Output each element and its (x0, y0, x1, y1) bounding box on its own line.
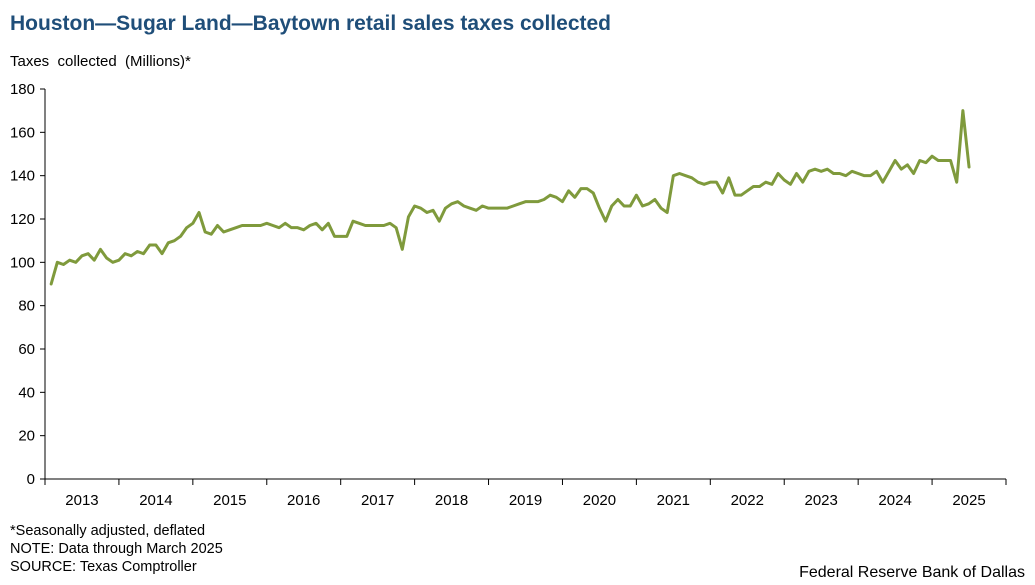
x-tick-label: 2015 (213, 492, 246, 509)
y-tick-label: 60 (18, 341, 35, 358)
y-tick-label: 0 (27, 471, 35, 488)
footnote-data-through: NOTE: Data through March 2025 (10, 541, 223, 557)
chart-series (49, 109, 971, 286)
x-tick-label: 2013 (65, 492, 98, 509)
footnote-seasonal: *Seasonally adjusted, deflated (10, 523, 206, 539)
y-tick-label: 80 (18, 298, 35, 315)
y-axis-ticks: 0 20 40 60 80 100 120 140 160 180 (10, 81, 45, 488)
y-axis-label: Taxes collected (Millions)* (10, 53, 191, 70)
y-tick-label: 140 (10, 168, 35, 185)
x-tick-label: 2023 (805, 492, 838, 509)
chart-notes: *Seasonally adjusted, deflated NOTE: Dat… (10, 522, 223, 576)
chart-axes (44, 89, 1006, 480)
x-tick-label: 2024 (878, 492, 911, 509)
x-tick-label: 2016 (287, 492, 320, 509)
y-tick-label: 120 (10, 211, 35, 228)
x-tick-label: 2025 (952, 492, 985, 509)
y-tick-label: 40 (18, 384, 35, 401)
x-axis-ticks: 2013 2014 2015 2016 2017 2018 2019 2020 2021 2022… (44, 479, 1007, 509)
chart-title: Houston—Sugar Land—Baytown retail sales … (10, 12, 611, 35)
publisher-credit: Federal Reserve Bank of Dallas (799, 564, 1025, 581)
x-tick-label: 2021 (657, 492, 690, 509)
y-tick-label: 180 (10, 81, 35, 98)
x-tick-label: 2014 (139, 492, 172, 509)
series-line (49, 109, 971, 286)
x-tick-label: 2017 (361, 492, 394, 509)
footnote-source: SOURCE: Texas Comptroller (10, 559, 197, 575)
y-tick-label: 20 (18, 428, 35, 445)
y-tick-label: 160 (10, 124, 35, 141)
x-tick-label: 2018 (435, 492, 468, 509)
x-tick-label: 2019 (509, 492, 542, 509)
x-tick-label: 2020 (583, 492, 616, 509)
y-tick-label: 100 (10, 254, 35, 271)
x-tick-label: 2022 (731, 492, 764, 509)
